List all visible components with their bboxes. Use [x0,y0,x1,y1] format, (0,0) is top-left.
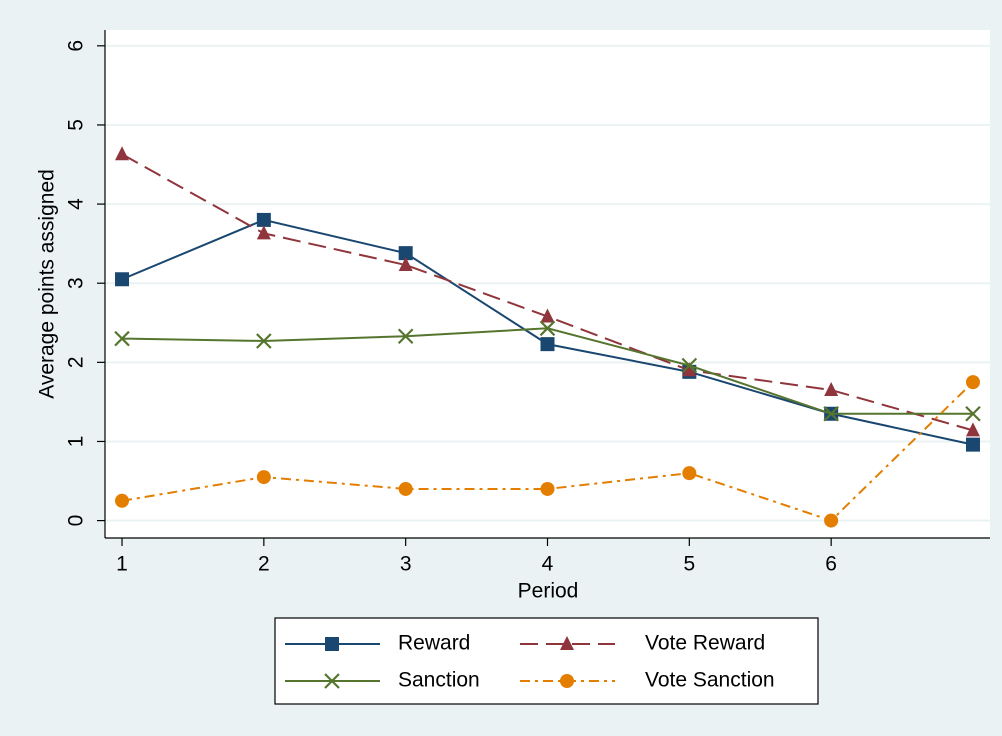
legend-label: Vote Reward [645,632,765,655]
x-tick-label: 3 [400,553,412,576]
x-axis-label: Period [518,580,579,603]
marker [540,308,555,323]
x-tick-label: 4 [542,553,554,576]
marker [115,272,130,287]
marker [398,481,413,496]
marker [965,437,980,452]
y-tick-label: 3 [65,277,88,289]
marker [256,225,271,240]
y-axis-label: Average points assigned [36,169,59,399]
marker [540,481,555,496]
marker [114,330,130,347]
legend-box [274,617,819,705]
marker [823,405,839,422]
marker [539,320,556,337]
marker [681,357,698,374]
legend-label: Sanction [398,669,480,692]
marker [115,146,130,161]
marker [398,257,413,272]
y-tick-label: 6 [65,40,88,52]
marker [325,637,339,651]
x-tick-label: 6 [825,553,837,576]
y-tick-label: 0 [65,515,88,527]
marker [682,466,697,481]
marker [965,422,980,437]
y-tick-label: 4 [65,198,88,210]
marker [560,636,574,650]
marker [560,674,574,688]
marker [115,493,130,508]
y-tick-label: 2 [65,356,88,368]
marker [824,513,839,528]
marker [824,382,839,397]
marker [540,337,555,352]
marker [682,362,697,377]
legend-label: Vote Sanction [645,669,775,692]
marker [397,328,414,345]
marker [256,333,272,349]
marker [256,212,271,227]
x-tick-label: 5 [683,553,695,576]
marker [324,673,340,689]
marker [965,405,981,422]
marker [965,375,980,390]
y-tick-label: 1 [65,436,88,448]
marker [256,470,271,485]
marker [398,246,413,261]
legend-label: Reward [398,632,470,655]
y-tick-label: 5 [65,119,88,131]
x-tick-label: 1 [116,553,128,576]
x-tick-label: 2 [258,553,270,576]
